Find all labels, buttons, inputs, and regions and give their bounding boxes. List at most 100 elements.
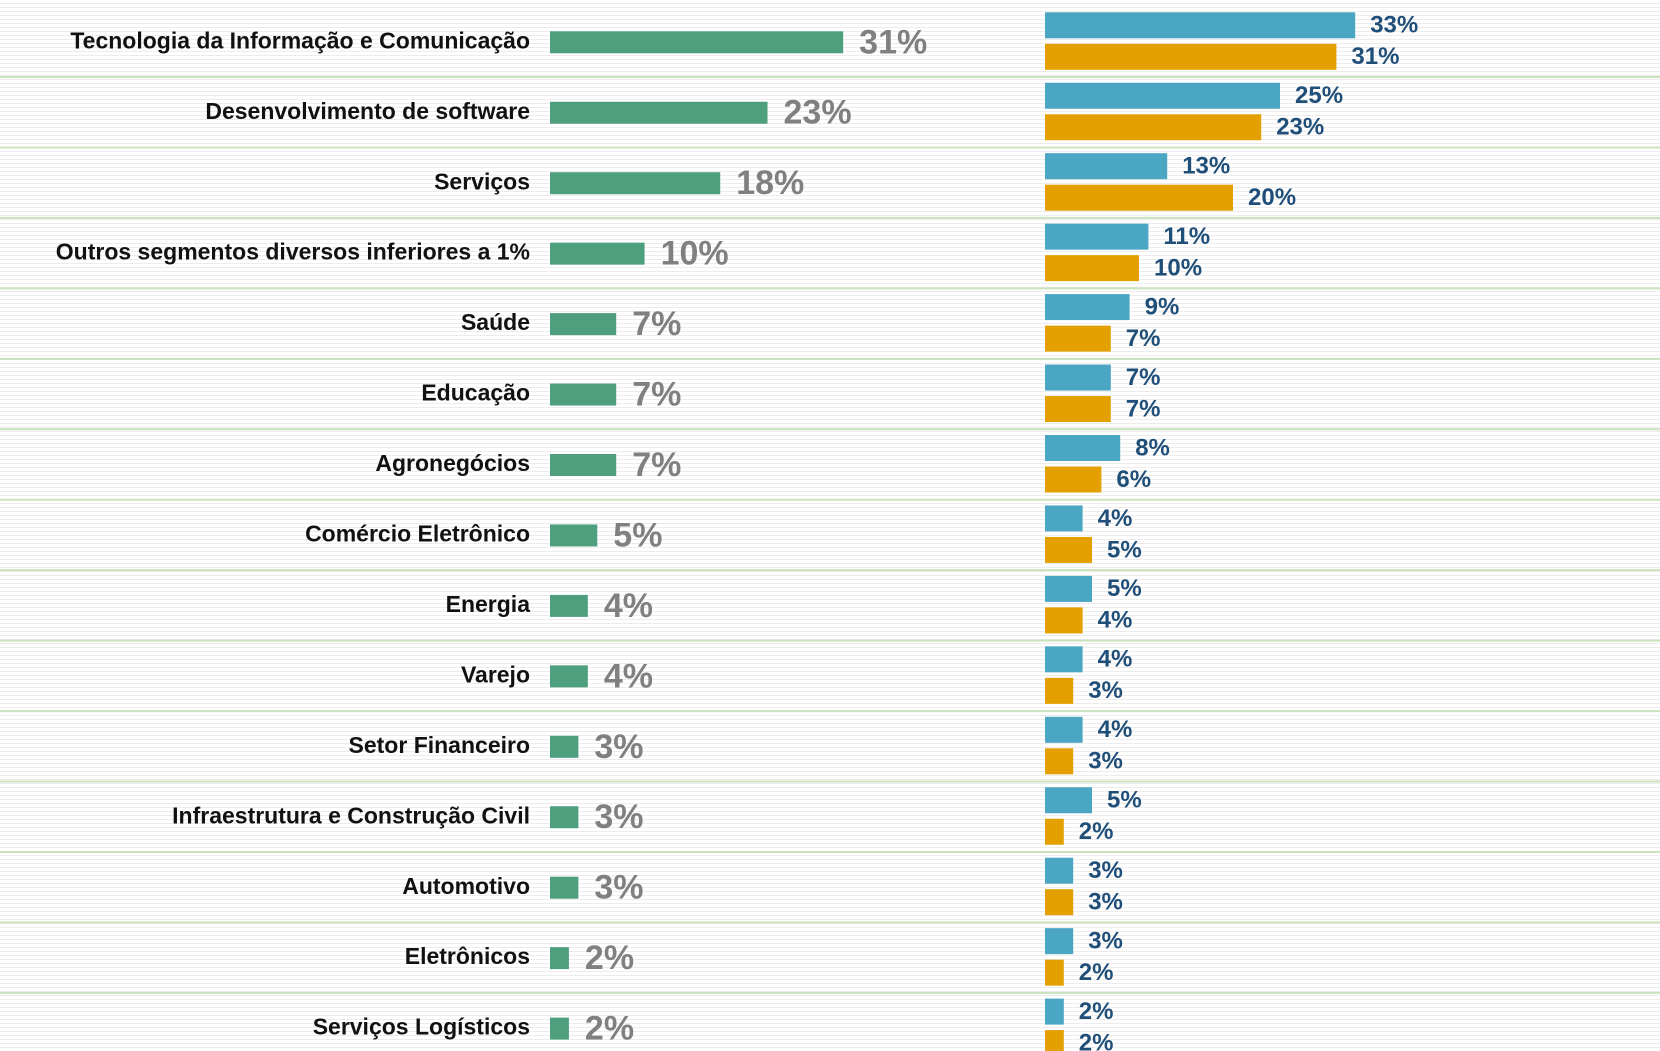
value-label: 5%: [1107, 787, 1142, 814]
bar: [550, 1017, 569, 1040]
bar: [1045, 364, 1111, 391]
value-label: 7%: [1126, 364, 1161, 391]
y-tick-label: Saúde: [461, 309, 530, 335]
bar: [550, 313, 617, 336]
y-tick-label: Automotivo: [402, 873, 530, 899]
y-tick-label: Outros segmentos diversos inferiores a 1…: [56, 239, 530, 265]
y-tick-label: Agronegócios: [375, 450, 530, 476]
value-label: 3%: [1088, 748, 1123, 775]
bar: [1045, 536, 1092, 563]
value-label: 23%: [784, 94, 852, 132]
bar: [1045, 716, 1083, 743]
value-label: 2%: [1079, 1029, 1114, 1051]
value-label: 7%: [632, 305, 681, 343]
value-label: 3%: [594, 798, 643, 836]
bar: [1045, 12, 1356, 39]
value-label: 9%: [1145, 293, 1180, 320]
y-tick-label: Varejo: [461, 661, 530, 687]
bar: [1045, 677, 1074, 704]
value-label: 13%: [1182, 153, 1230, 180]
bar: [1045, 607, 1083, 634]
bar: [1045, 1030, 1064, 1051]
value-label: 20%: [1248, 184, 1296, 211]
value-label: 10%: [1154, 254, 1202, 281]
bar: [550, 454, 617, 476]
value-label: 18%: [736, 164, 804, 202]
value-label: 11%: [1163, 223, 1210, 250]
bar: [1045, 818, 1064, 845]
value-label: 5%: [1107, 575, 1142, 602]
bar: [1045, 325, 1111, 352]
value-label: 31%: [1351, 43, 1399, 70]
y-tick-label: Desenvolvimento de software: [205, 98, 530, 124]
y-tick-label: Educação: [421, 380, 530, 406]
value-label: 2%: [1079, 998, 1114, 1025]
value-label: 33%: [1370, 12, 1418, 39]
value-label: 7%: [632, 376, 681, 414]
value-label: 7%: [1126, 325, 1161, 352]
bar: [550, 524, 598, 547]
bar: [1045, 889, 1074, 916]
bar: [550, 947, 569, 970]
value-label: 4%: [1098, 646, 1133, 673]
value-label: 2%: [1079, 959, 1114, 986]
bar: [1045, 646, 1083, 673]
value-label: 6%: [1116, 466, 1151, 493]
bar: [1045, 928, 1074, 955]
value-label: 5%: [1107, 536, 1142, 563]
value-label: 2%: [1079, 818, 1114, 845]
y-tick-label: Tecnologia da Informação e Comunicação: [70, 27, 530, 53]
y-tick-label: Infraestrutura e Construção Civil: [172, 802, 530, 828]
value-label: 3%: [1088, 927, 1123, 954]
bar: [1045, 184, 1233, 211]
value-label: 4%: [1098, 505, 1133, 532]
value-label: 10%: [661, 235, 729, 273]
bar: [1045, 998, 1064, 1025]
bar: [1045, 575, 1092, 602]
value-label: 23%: [1276, 114, 1324, 141]
bar: [1045, 466, 1102, 493]
y-tick-label: Setor Financeiro: [349, 732, 530, 758]
y-tick-label: Eletrônicos: [405, 943, 530, 969]
y-tick-label: Serviços Logísticos: [313, 1014, 530, 1040]
bar: [1045, 43, 1337, 70]
bar: [1045, 505, 1083, 532]
y-tick-label: Serviços: [434, 168, 530, 194]
value-label: 5%: [613, 516, 662, 554]
y-tick-label: Comércio Eletrônico: [305, 521, 530, 547]
bar: [550, 31, 844, 54]
bar: [1045, 435, 1121, 461]
value-label: 4%: [604, 587, 653, 625]
bar: [1045, 748, 1074, 775]
bar: [1045, 294, 1130, 321]
bar: [1045, 114, 1262, 141]
bar: [1045, 396, 1111, 423]
value-label: 8%: [1135, 434, 1170, 461]
value-label: 3%: [1088, 677, 1123, 704]
value-label: 2%: [585, 939, 634, 977]
bar: [1045, 82, 1280, 109]
value-label: 3%: [594, 869, 643, 907]
bar: [1045, 787, 1092, 814]
value-label: 25%: [1295, 82, 1343, 109]
value-label: 3%: [594, 728, 643, 766]
bar: [550, 735, 579, 758]
value-label: 2%: [585, 1010, 634, 1048]
bar: [550, 665, 588, 688]
value-label: 7%: [632, 446, 681, 484]
bar: [1045, 153, 1168, 180]
value-label: 4%: [604, 657, 653, 695]
value-label: 3%: [1088, 889, 1123, 916]
bar: [1045, 857, 1074, 884]
bar: [550, 383, 617, 406]
bar: [550, 101, 768, 124]
value-label: 31%: [859, 23, 927, 61]
bar: [550, 594, 588, 617]
y-tick-label: Energia: [446, 591, 531, 617]
bar: [550, 172, 721, 195]
value-label: 3%: [1088, 857, 1123, 884]
bar: [550, 876, 579, 899]
value-label: 4%: [1098, 607, 1133, 634]
